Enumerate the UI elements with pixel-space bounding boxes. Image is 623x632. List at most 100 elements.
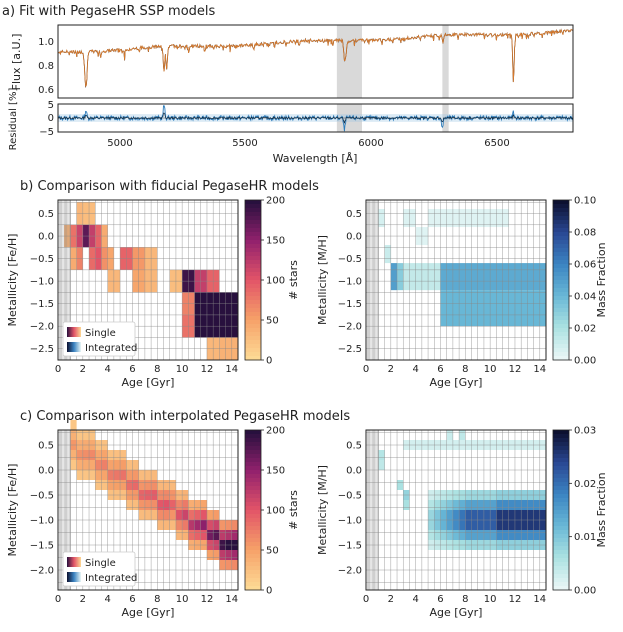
heatmap-cell <box>95 470 102 480</box>
colorbar-segment <box>553 462 569 467</box>
heatmap-cell <box>446 530 453 540</box>
heatmap-cell <box>434 530 441 540</box>
colorbar-segment <box>553 340 569 345</box>
metallicity-tick-label: −1.0 <box>338 516 362 527</box>
age-tick-label: 14 <box>533 594 546 605</box>
heatmap-cell <box>144 480 152 490</box>
colorbar-label: # stars <box>287 260 300 300</box>
colorbar-segment <box>245 244 261 249</box>
heatmap-cell <box>182 500 189 510</box>
rtick-0: 0 <box>48 113 54 124</box>
heatmap-cell <box>428 530 435 540</box>
legend-single-label: Single <box>85 328 116 339</box>
heatmap-cell <box>483 500 491 510</box>
plot-frame <box>57 199 239 361</box>
heatmap-cell <box>231 520 238 530</box>
heatmap-cell <box>200 520 207 530</box>
heatmap-cell <box>76 430 83 440</box>
heatmap-cell <box>446 520 453 530</box>
age-tick-label: 12 <box>509 364 522 375</box>
colorbar-segment <box>553 292 569 297</box>
heatmap-cell <box>219 560 226 570</box>
colorbar-segment <box>245 522 261 527</box>
colorbar-segment <box>553 534 569 539</box>
age-tick-label: 4 <box>104 594 110 605</box>
colorbar-segment <box>245 446 261 451</box>
heatmap-cell <box>440 500 447 510</box>
colorbar-segment <box>553 558 569 563</box>
spectrum-plot <box>57 25 574 98</box>
colorbar-segment <box>553 344 569 349</box>
heatmap-cell <box>138 470 145 480</box>
colorbar-segment <box>245 296 261 301</box>
heatmap-cell <box>508 510 515 520</box>
heatmap-cell <box>107 470 114 480</box>
colorbar-segment <box>245 578 261 583</box>
heatmap-cell <box>539 530 546 540</box>
colorbar-segment <box>245 482 261 487</box>
b-left-ylabel: Metallicity [Fe/H] <box>6 234 19 327</box>
colorbar-tick-label: 0.01 <box>574 532 596 543</box>
wl-tick-6500: 6500 <box>484 138 509 149</box>
metallicity-tick-label: −0.5 <box>338 491 362 502</box>
metallicity-tick-label: −1.5 <box>30 299 54 310</box>
colorbar-segment <box>553 470 569 475</box>
colorbar-segment <box>245 510 261 515</box>
colorbar-segment <box>553 430 569 435</box>
heatmap-cell <box>219 550 226 560</box>
colorbar-segment <box>245 466 261 471</box>
colorbar-segment <box>245 538 261 543</box>
heatmap-cell <box>95 460 102 470</box>
colorbar-segment <box>553 228 569 233</box>
colorbar-tick-label: 0.00 <box>574 356 596 367</box>
colorbar-segment <box>245 498 261 503</box>
heatmap-cell <box>521 520 528 530</box>
heatmap-cell <box>483 510 491 520</box>
heatmap-cell <box>175 510 183 520</box>
heatmap-cell <box>175 520 183 530</box>
colorbar-segment <box>553 494 569 499</box>
colorbar-segment <box>553 316 569 321</box>
colorbar-segment <box>553 482 569 487</box>
colorbar-label: Mass Fraction <box>595 472 608 547</box>
heatmap-cell <box>459 530 466 540</box>
heatmap-cell <box>101 470 108 480</box>
legend-integrated-label: Integrated <box>85 343 137 354</box>
colorbar-segment <box>553 514 569 519</box>
metallicity-tick-label: 0.0 <box>38 232 54 243</box>
colorbar-segment <box>245 558 261 563</box>
heatmap-cell <box>213 530 220 540</box>
heatmap-cell <box>200 500 207 510</box>
colorbar-segment <box>553 268 569 273</box>
heatmap-cell <box>169 510 176 520</box>
heatmap-cell <box>194 510 201 520</box>
heatmap-cell <box>539 520 546 530</box>
heatmap-cell <box>157 500 164 510</box>
heatmap-cell <box>465 510 472 520</box>
heatmap-cell <box>70 460 77 470</box>
colorbar-label: # stars <box>287 490 300 530</box>
heatmap-cell <box>188 500 195 510</box>
metallicity-tick-label: −2.0 <box>30 566 54 577</box>
metallicity-tick-label: −2.0 <box>338 566 362 577</box>
colorbar-segment <box>245 486 261 491</box>
heatmap-cell <box>126 470 133 480</box>
metallicity-tick-label: 0.0 <box>346 466 362 477</box>
colorbar-segment <box>553 510 569 515</box>
colorbar-segment <box>553 260 569 265</box>
colorbar-segment <box>553 348 569 353</box>
legend-integrated-swatch <box>67 342 81 352</box>
heatmap-cell <box>169 480 176 490</box>
heatmap-cell <box>533 510 540 520</box>
age-tick-label: 6 <box>437 364 443 375</box>
age-tick-label: 4 <box>412 364 418 375</box>
metallicity-tick-label: −2.0 <box>338 322 362 333</box>
heatmap-cell <box>82 450 90 460</box>
age-tick-label: 4 <box>104 364 110 375</box>
heatmap-cell <box>490 500 497 510</box>
colorbar-segment <box>553 542 569 547</box>
age-tick-label: 8 <box>462 364 468 375</box>
heatmap-cell <box>434 510 441 520</box>
spectrum-ylabel: Flux [a.U.] <box>10 34 23 91</box>
heatmap-cell <box>465 500 472 510</box>
